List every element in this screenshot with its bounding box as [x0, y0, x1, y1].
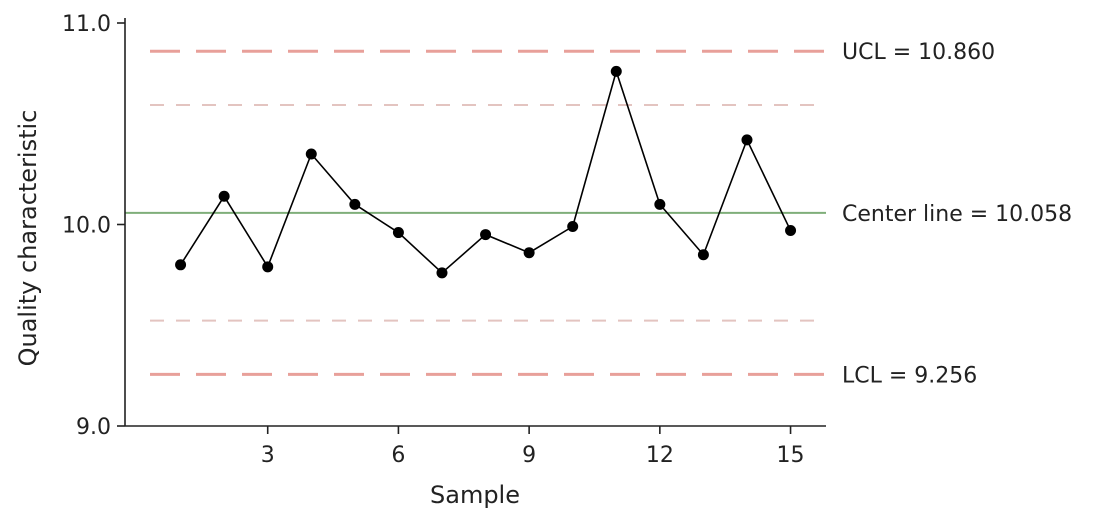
- y-tick-label-1: 10.0: [62, 214, 111, 239]
- ticks: 9.0 10.0 11.0 3 6 9 12 15: [62, 12, 805, 468]
- x-tick-label-3: 12: [646, 443, 674, 468]
- axes: [124, 18, 826, 427]
- data-point: [697, 249, 709, 261]
- data-point: [480, 229, 492, 241]
- reference-line-label-0: UCL = 10.860: [842, 40, 995, 65]
- x-axis-title: Sample: [430, 481, 520, 509]
- data-point: [175, 259, 187, 271]
- data-point: [305, 148, 317, 160]
- reference-lines: [125, 49, 826, 376]
- y-axis-title: Quality characteristic: [14, 110, 42, 367]
- data-point: [523, 247, 535, 259]
- data-series: [175, 65, 797, 279]
- data-point: [654, 198, 666, 210]
- y-tick-label-0: 9.0: [76, 415, 111, 440]
- x-tick-label-0: 3: [261, 443, 275, 468]
- data-point: [741, 134, 753, 146]
- data-point: [349, 198, 361, 210]
- reference-line-label-2: Center line = 10.058: [842, 202, 1072, 227]
- data-point: [262, 261, 274, 273]
- data-point: [567, 221, 579, 233]
- data-point: [392, 227, 404, 239]
- data-point: [785, 225, 797, 237]
- x-tick-label-2: 9: [522, 443, 536, 468]
- data-point: [436, 267, 448, 279]
- series-line-0: [179, 68, 792, 274]
- reference-line-label-4: LCL = 9.256: [842, 363, 977, 388]
- data-point: [610, 65, 622, 77]
- y-tick-label-2: 11.0: [62, 12, 111, 37]
- x-tick-label-1: 6: [391, 443, 405, 468]
- x-tick-label-4: 15: [777, 443, 805, 468]
- reference-line-labels: UCL = 10.860 Center line = 10.058 LCL = 9.…: [842, 40, 1072, 388]
- data-point: [218, 190, 230, 202]
